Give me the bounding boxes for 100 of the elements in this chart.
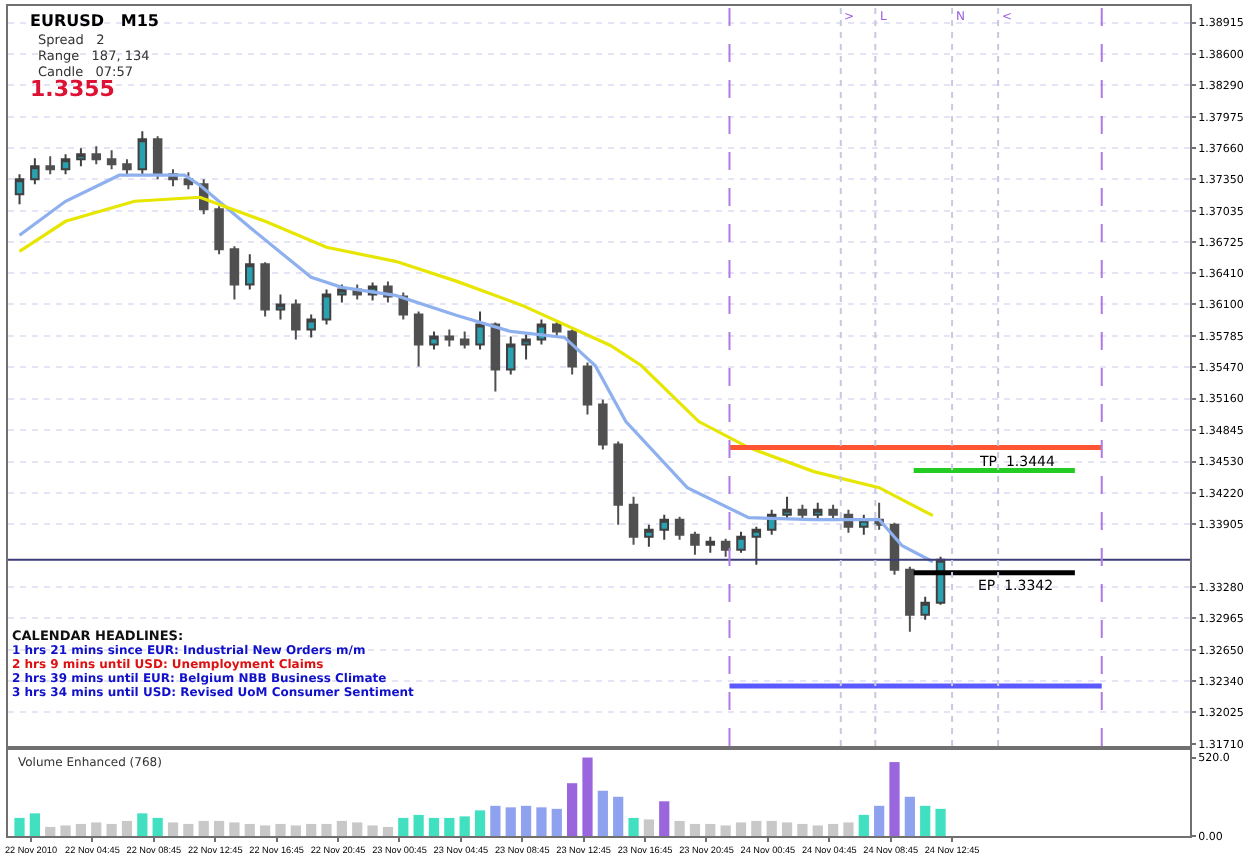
candlestick	[306, 313, 316, 339]
bar	[474, 810, 486, 836]
candlestick	[76, 147, 86, 168]
candlestick	[229, 245, 240, 301]
candlestick	[122, 158, 132, 178]
bar	[720, 825, 731, 836]
bar	[904, 796, 915, 836]
line-series	[17, 173, 935, 564]
candlestick	[245, 253, 255, 291]
candlestick	[214, 205, 224, 256]
bar	[582, 757, 593, 836]
bar	[567, 783, 578, 836]
candlestick	[45, 155, 55, 176]
bar	[613, 796, 624, 836]
bar	[735, 822, 747, 836]
candlestick	[413, 310, 424, 368]
candlestick	[291, 298, 301, 341]
bar	[858, 814, 869, 836]
bar	[260, 825, 271, 836]
bar	[812, 825, 823, 836]
candlestick	[582, 361, 593, 416]
candlestick	[14, 173, 25, 206]
bar	[674, 820, 685, 836]
annotation: 1.3355	[30, 76, 115, 102]
bar	[781, 822, 793, 836]
bar	[597, 790, 608, 836]
candlestick	[736, 530, 746, 554]
candlestick	[106, 149, 117, 171]
candlestick	[91, 145, 102, 166]
bar	[920, 805, 931, 836]
bar	[198, 820, 209, 836]
bar	[121, 820, 133, 836]
candlestick	[552, 320, 562, 338]
candlestick	[828, 503, 838, 521]
bar	[490, 805, 501, 836]
candlestick	[429, 330, 439, 351]
bar	[213, 820, 225, 836]
bar	[751, 820, 762, 836]
candlestick	[690, 530, 700, 556]
candlestick	[152, 135, 163, 181]
candlestick	[521, 333, 531, 361]
bar	[91, 822, 102, 836]
bar	[689, 823, 701, 836]
bar	[229, 822, 240, 836]
candlestick	[275, 293, 286, 321]
bar	[413, 814, 424, 836]
candlestick	[459, 330, 470, 350]
bar	[520, 805, 532, 836]
line-series	[17, 195, 935, 518]
candlestick	[782, 495, 792, 521]
candlestick	[920, 595, 930, 621]
bar	[874, 805, 885, 836]
bar	[827, 823, 839, 836]
bar	[60, 825, 71, 836]
bar	[290, 825, 301, 836]
candlestick	[797, 503, 808, 521]
bar	[505, 807, 516, 836]
candlestick	[444, 328, 455, 348]
candlestick	[60, 153, 71, 176]
bar	[152, 817, 163, 836]
bar	[428, 817, 440, 836]
bar	[444, 817, 455, 836]
bar	[766, 820, 777, 836]
candlestick	[613, 440, 623, 526]
candlestick	[644, 523, 654, 548]
bar	[843, 822, 854, 836]
candlestick	[751, 525, 762, 566]
annotation: EURUSD M15	[30, 12, 160, 30]
candlestick	[628, 495, 639, 546]
bar	[459, 816, 470, 836]
bar	[797, 823, 808, 836]
bar	[336, 820, 347, 836]
bar	[398, 817, 409, 836]
bar	[935, 808, 946, 836]
candlestick	[905, 565, 915, 633]
bar	[306, 823, 317, 836]
candlestick	[337, 283, 347, 304]
bar	[536, 807, 547, 836]
bar	[367, 825, 378, 836]
bar	[275, 823, 286, 836]
bar	[551, 808, 562, 836]
bar	[352, 822, 363, 836]
candlestick	[475, 310, 485, 351]
bar	[183, 823, 194, 836]
bar	[75, 823, 87, 836]
bar	[167, 822, 179, 836]
candlestick	[674, 515, 685, 541]
candlestick	[659, 513, 669, 541]
candlestick	[321, 288, 332, 326]
bar	[382, 826, 394, 836]
bar	[643, 819, 654, 836]
candlestick	[30, 157, 40, 186]
candlestick	[260, 261, 270, 318]
bar	[14, 817, 25, 836]
bar	[244, 823, 255, 836]
candlestick	[720, 537, 731, 558]
candlestick	[505, 335, 516, 376]
candlestick	[598, 398, 608, 451]
bar	[29, 813, 40, 836]
bar	[137, 813, 148, 836]
